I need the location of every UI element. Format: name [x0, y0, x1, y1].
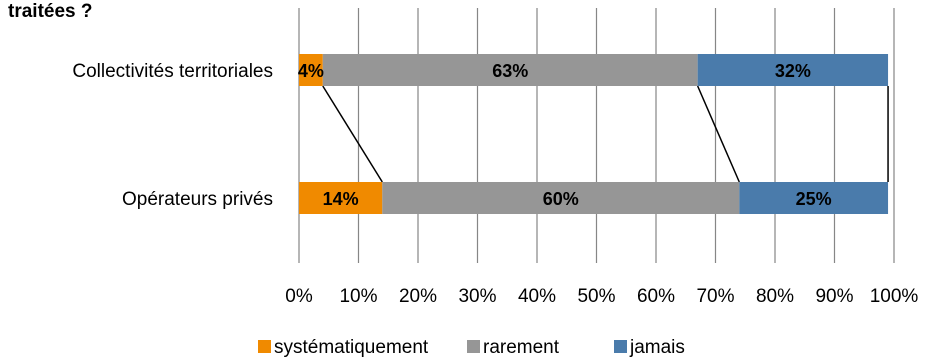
chart-title: traitées ? [8, 1, 92, 22]
legend-label: rarement [483, 337, 560, 358]
data-labels: 4% 63% 32% 14% 60% 25% [298, 61, 832, 209]
legend-swatch [467, 340, 480, 353]
gridlines [298, 8, 895, 263]
x-tick-label: 100% [870, 286, 919, 307]
category-label: Opérateurs privés [122, 189, 273, 210]
bars [299, 54, 889, 214]
series-lines [322, 85, 889, 183]
legend-label: systématiquement [274, 337, 429, 358]
x-tick-label: 50% [577, 286, 615, 307]
bar-systématiquement-0 [299, 54, 323, 86]
x-tick-label: 60% [637, 286, 675, 307]
bar-rarement-0 [322, 54, 698, 86]
legend-label: jamais [629, 337, 685, 358]
data-label: 32% [775, 61, 811, 81]
bar-rarement-1 [382, 182, 740, 214]
x-tick-label: 0% [285, 286, 313, 307]
data-label: 25% [796, 189, 832, 209]
series-line [696, 85, 740, 183]
series-line [322, 85, 383, 183]
x-tick-labels: 0% 10% 20% 30% 40% 50% 60% 70% 80% 90% 100% [285, 286, 918, 307]
data-label: 63% [492, 61, 528, 81]
legend: systématiquement rarement jamais [258, 337, 685, 358]
data-label: 4% [298, 61, 324, 81]
data-label: 14% [323, 189, 359, 209]
legend-swatch [258, 340, 271, 353]
legend-swatch [614, 340, 627, 353]
x-tick-label: 80% [756, 286, 794, 307]
x-tick-label: 20% [399, 286, 437, 307]
bar-jamais-0 [697, 54, 889, 86]
x-tick-label: 40% [518, 286, 556, 307]
bar-systématiquement-1 [299, 182, 383, 214]
x-tick-label: 30% [458, 286, 496, 307]
x-tick-label: 70% [696, 286, 734, 307]
x-tick-label: 10% [339, 286, 377, 307]
category-labels: Collectivités territoriales Opérateurs pr… [72, 61, 273, 210]
data-label: 60% [543, 189, 579, 209]
bar-jamais-1 [739, 182, 889, 214]
x-tick-label: 90% [815, 286, 853, 307]
category-label: Collectivités territoriales [72, 61, 273, 82]
